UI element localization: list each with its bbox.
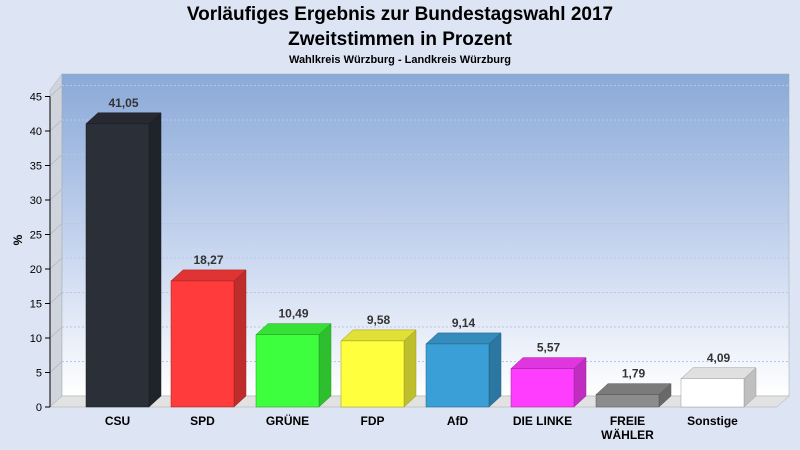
bar-side (318, 323, 332, 408)
bar-side (488, 332, 502, 408)
bar-front (680, 378, 745, 408)
y-tick-label: 45 (30, 92, 42, 104)
bar-csu: 41,05 CSU (85, 96, 162, 428)
x-tick-label: GRÜNE (266, 413, 309, 428)
data-label: 41,05 (108, 96, 138, 110)
data-label: 9,58 (367, 313, 391, 327)
bar-grüne: 10,49 GRÜNE (255, 307, 332, 428)
x-tick-label: Sonstige (687, 414, 738, 428)
gridline-wall (49, 326, 63, 339)
x-tick-label: FDP (361, 414, 385, 428)
x-tick-label: WÄHLER (601, 427, 654, 442)
bar-side (148, 112, 162, 408)
y-axis-label: % (11, 234, 25, 245)
data-label: 5,57 (537, 341, 561, 355)
y-tick-label: 0 (36, 402, 42, 414)
data-label: 10,49 (278, 307, 308, 321)
bar-front (425, 343, 490, 408)
chart-floor (49, 395, 790, 408)
chart-title: Vorläufiges Ergebnis zur Bundestagswahl … (186, 4, 614, 25)
y-tick-label: 25 (30, 230, 42, 242)
bar-front (340, 340, 405, 408)
gridline-wall (49, 154, 63, 166)
bar-top (255, 323, 332, 335)
y-tick-label: 35 (30, 161, 42, 173)
gridline-wall (49, 223, 63, 235)
data-label: 9,14 (452, 316, 476, 330)
x-tick-label: SPD (190, 414, 215, 428)
x-tick-label: DIE LINKE (513, 414, 572, 428)
x-tick-label: AfD (447, 414, 469, 428)
chart-subtitle: Zweitstimmen in Prozent (288, 29, 512, 50)
bar-side (403, 329, 417, 408)
bar-die-linke: 5,57 DIE LINKE (510, 341, 587, 428)
bar-top (425, 332, 502, 345)
bar-side (233, 269, 247, 408)
bar-top (595, 383, 672, 395)
bar-front (595, 394, 660, 408)
data-label: 4,09 (707, 351, 731, 365)
data-label: 1,79 (622, 367, 646, 381)
bar-sonstige: 4,09 Sonstige (680, 351, 757, 428)
y-tick-label: 40 (30, 126, 42, 138)
bar-front (510, 368, 575, 408)
y-tick-label: 10 (30, 333, 42, 345)
y-tick-label: 5 (36, 368, 42, 380)
y-tick-label: 20 (30, 264, 42, 276)
y-tick-label: 15 (30, 299, 42, 311)
bar-top (510, 357, 587, 369)
gridline-wall (49, 292, 63, 304)
gridline-wall (49, 188, 63, 201)
bar-front (170, 280, 235, 408)
chart-left-wall (49, 73, 63, 408)
bar-front (255, 334, 320, 408)
gridline-wall (49, 361, 63, 373)
bar-top (680, 367, 757, 380)
bar-top (340, 329, 417, 342)
bar-fdp: 9,58 FDP (340, 313, 417, 428)
bar-front (85, 123, 150, 408)
gridline-wall (49, 119, 63, 132)
bar-afd: 9,14 AfD (425, 316, 502, 428)
gridline-wall (49, 85, 63, 97)
bar-top (170, 269, 247, 282)
x-tick-label: FREIE (610, 414, 645, 428)
bar-spd: 18,27 SPD (170, 253, 247, 428)
y-tick-label: 30 (30, 195, 42, 207)
x-tick-label: CSU (105, 414, 130, 428)
gridline-wall (49, 257, 63, 270)
data-label: 18,27 (193, 253, 223, 267)
bar-top (85, 112, 162, 125)
chart-region-label: Wahlkreis Würzburg - Landkreis Würzburg (288, 54, 512, 66)
